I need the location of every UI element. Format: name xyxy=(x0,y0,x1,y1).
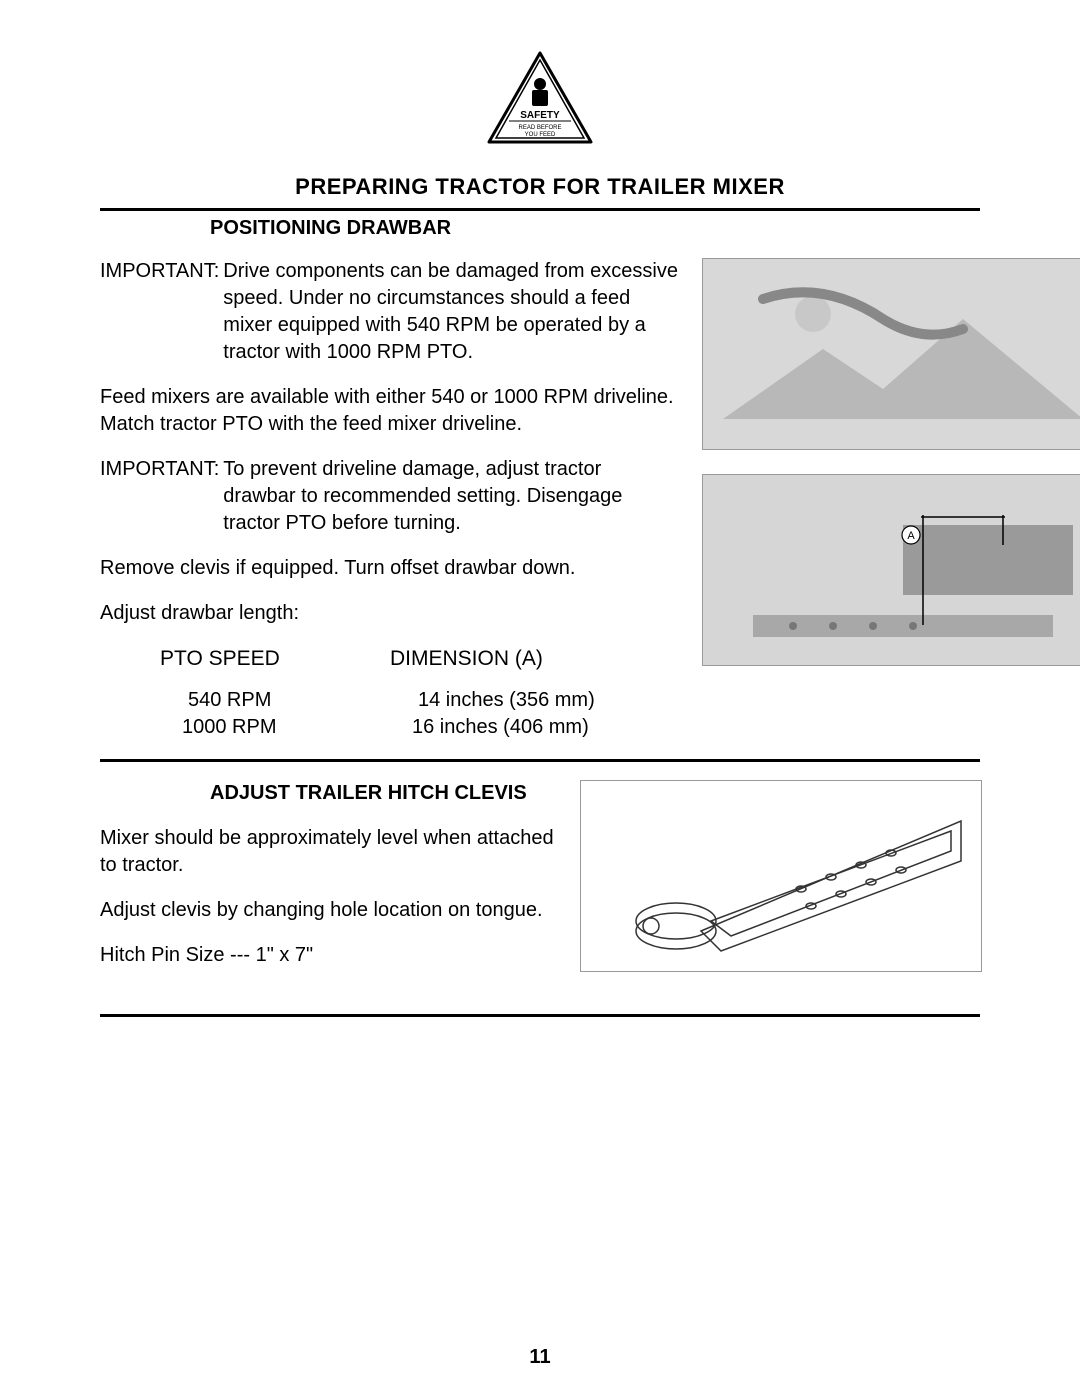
section2-para1: Mixer should be approximately level when… xyxy=(100,825,556,879)
section2-header: ADJUST TRAILER HITCH CLEVIS xyxy=(210,780,556,807)
rule-mid xyxy=(100,759,980,762)
section1-para1: Feed mixers are available with either 54… xyxy=(100,384,678,438)
spec-cell: 1000 RPM xyxy=(160,714,412,741)
section1-para2: Remove clevis if equipped. Turn offset d… xyxy=(100,555,678,582)
safety-label: SAFETY xyxy=(520,110,560,121)
figure-hitch-clevis-drawing xyxy=(580,780,982,972)
photo-placeholder-icon: A xyxy=(703,475,1080,665)
section1-header: POSITIONING DRAWBAR xyxy=(210,217,980,240)
page-title: PREPARING TRACTOR FOR TRAILER MIXER xyxy=(100,174,980,200)
safety-symbol: SAFETY READ BEFORE YOU FEED xyxy=(100,50,980,146)
safety-sub1: READ BEFORE xyxy=(518,125,561,131)
figure-drawbar-dimension-photo: A xyxy=(702,474,1080,666)
important1-body: Drive components can be damaged from exc… xyxy=(223,258,678,366)
safety-sub2: YOU FEED xyxy=(525,132,556,138)
table-row: 1000 RPM 16 inches (406 mm) xyxy=(160,714,678,741)
important2-body: To prevent driveline damage, adjust trac… xyxy=(223,456,678,537)
page-number: 11 xyxy=(0,1346,1080,1369)
figure-drawbar-adjust-photo xyxy=(702,258,1080,450)
spec-col1-header: PTO SPEED xyxy=(160,645,390,673)
spec-table-header: PTO SPEED DIMENSION (A) xyxy=(160,645,678,673)
spec-cell: 16 inches (406 mm) xyxy=(412,714,672,741)
spec-cell: 14 inches (356 mm) xyxy=(418,687,678,714)
safety-triangle-icon: SAFETY READ BEFORE YOU FEED xyxy=(485,50,595,146)
spec-col2-header: DIMENSION (A) xyxy=(390,645,650,673)
section2-para3: Hitch Pin Size --- 1" x 7" xyxy=(100,942,556,969)
section2-para2: Adjust clevis by changing hole location … xyxy=(100,897,556,924)
photo-placeholder-icon xyxy=(703,259,1080,449)
section1-para3: Adjust drawbar length: xyxy=(100,600,678,627)
important2-label: IMPORTANT: xyxy=(100,456,223,537)
important1-label: IMPORTANT: xyxy=(100,258,223,366)
spec-cell: 540 RPM xyxy=(160,687,418,714)
table-row: 540 RPM 14 inches (356 mm) xyxy=(160,687,678,714)
line-drawing-icon xyxy=(581,781,981,971)
callout-a: A xyxy=(907,530,915,542)
rule-bottom xyxy=(100,1014,980,1017)
rule-top xyxy=(100,208,980,211)
